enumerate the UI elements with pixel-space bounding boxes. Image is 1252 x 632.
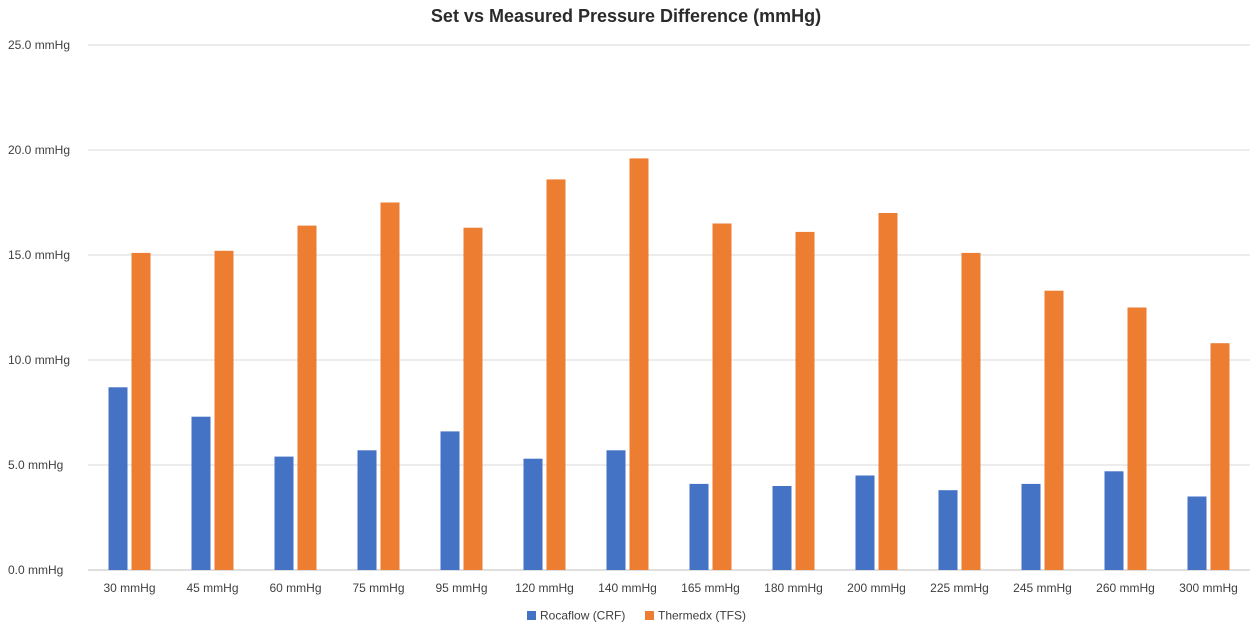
legend-label: Rocaflow (CRF) — [540, 609, 625, 623]
x-tick-label: 225 mmHg — [930, 581, 989, 595]
x-tick-label: 30 mmHg — [103, 581, 155, 595]
x-tick-label: 95 mmHg — [435, 581, 487, 595]
bar-rocaflow — [440, 431, 460, 570]
bar-rocaflow — [1187, 496, 1207, 570]
grid-lines — [88, 44, 1250, 571]
bar-rocaflow — [855, 475, 875, 570]
bar-thermedx — [1127, 307, 1147, 570]
x-tick-label: 180 mmHg — [764, 581, 823, 595]
x-tick-label: 60 mmHg — [269, 581, 321, 595]
x-axis-ticks: 30 mmHg 45 mmHg 60 mmHg 75 mmHg 95 mmHg 120 m… — [103, 581, 1237, 595]
x-tick-label: 120 mmHg — [515, 581, 574, 595]
y-tick-label: 15.0 mmHg — [8, 248, 70, 262]
x-tick-label: 75 mmHg — [352, 581, 404, 595]
y-axis-ticks: 0.0 mmHg 5.0 mmHg 10.0 mmHg 15.0 mmHg 20.0 m… — [8, 38, 70, 577]
bar-thermedx — [1044, 290, 1064, 570]
bar-rocaflow — [938, 490, 958, 570]
x-tick-label: 140 mmHg — [598, 581, 657, 595]
y-tick-label: 20.0 mmHg — [8, 143, 70, 157]
y-tick-label: 0.0 mmHg — [8, 563, 63, 577]
x-tick-label: 245 mmHg — [1013, 581, 1072, 595]
x-tick-label: 260 mmHg — [1096, 581, 1155, 595]
bar-thermedx — [961, 252, 981, 570]
x-tick-label: 165 mmHg — [681, 581, 740, 595]
bar-thermedx — [463, 227, 483, 570]
bar-rocaflow — [357, 450, 377, 570]
bar-rocaflow — [274, 456, 294, 570]
bar-thermedx — [878, 213, 898, 570]
bar-thermedx — [1210, 343, 1230, 570]
bar-thermedx — [795, 231, 815, 570]
legend-swatch-thermedx — [645, 611, 654, 620]
bar-thermedx — [380, 202, 400, 570]
legend-swatch-rocaflow — [527, 611, 536, 620]
y-tick-label: 5.0 mmHg — [8, 458, 63, 472]
bar-thermedx — [629, 158, 649, 570]
chart-title: Set vs Measured Pressure Difference (mmH… — [431, 6, 821, 26]
legend-label: Thermedx (TFS) — [658, 609, 746, 623]
y-tick-label: 25.0 mmHg — [8, 38, 70, 52]
bar-rocaflow — [772, 486, 792, 570]
bar-thermedx — [297, 225, 317, 570]
legend: Rocaflow (CRF) Thermedx (TFS) — [527, 609, 746, 623]
bar-rocaflow — [191, 416, 211, 570]
x-tick-label: 200 mmHg — [847, 581, 906, 595]
x-tick-label: 300 mmHg — [1179, 581, 1238, 595]
bar-rocaflow — [1104, 471, 1124, 570]
bar-rocaflow — [523, 458, 543, 570]
bar-thermedx — [712, 223, 732, 570]
bar-thermedx — [546, 179, 566, 570]
x-tick-label: 45 mmHg — [186, 581, 238, 595]
bars — [108, 158, 1230, 571]
bar-thermedx — [214, 250, 234, 571]
bar-rocaflow — [689, 483, 709, 570]
bar-thermedx — [131, 252, 151, 570]
bar-rocaflow — [108, 387, 128, 570]
y-tick-label: 10.0 mmHg — [8, 353, 70, 367]
bar-rocaflow — [1021, 483, 1041, 570]
bar-rocaflow — [606, 450, 626, 570]
